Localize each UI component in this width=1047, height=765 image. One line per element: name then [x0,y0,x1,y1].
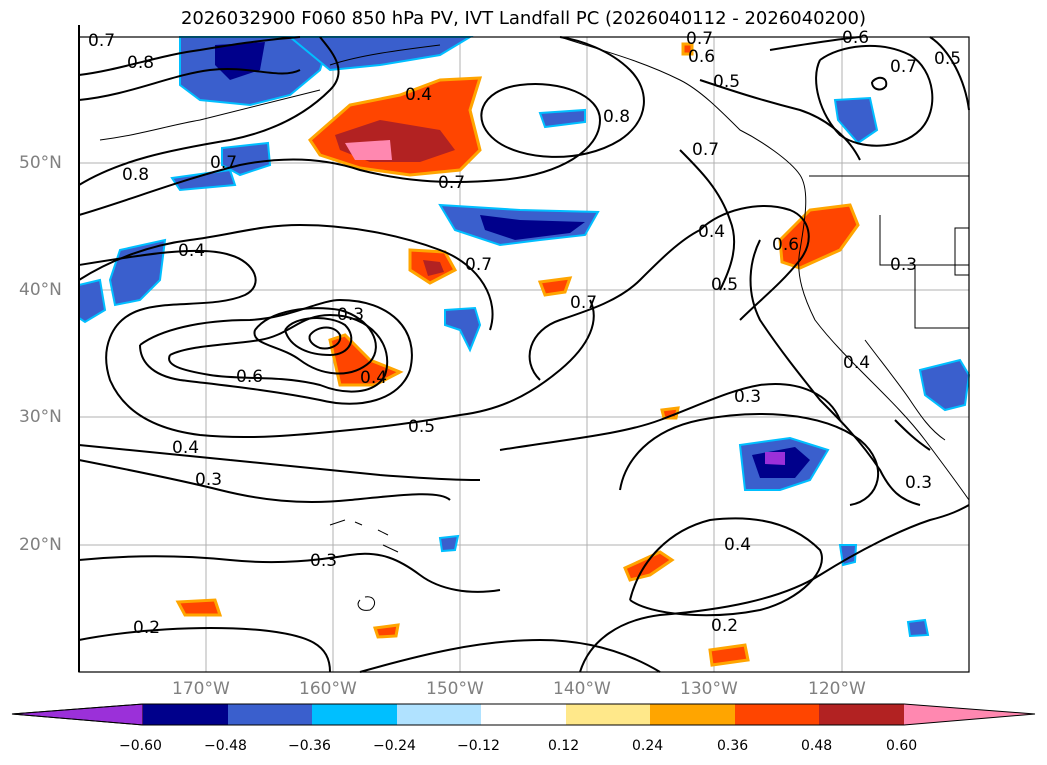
colorbar-tick-label: −0.48 [204,738,247,754]
colorbar-tick-label: −0.60 [119,738,162,754]
contour-label: 0.7 [890,57,917,77]
colorbar-tick-label: 0.36 [717,738,749,754]
contour-label: 0.4 [698,222,725,242]
colorbar-swatch [312,704,397,725]
colorbar-extend-low [11,703,144,726]
contour-label: 0.4 [360,368,387,388]
colorbar-tick-label: 0.48 [801,738,833,754]
lat-label-50n: 50°N [19,153,62,173]
contour-label: 0.3 [195,470,222,490]
colorbar-tick-label: −0.24 [373,738,416,754]
contour-label: 0.6 [688,47,715,67]
contour-label: 0.5 [934,49,961,69]
coastlines [99,36,970,611]
lon-label-170w: 170°W [172,679,230,699]
contour-label: 0.3 [310,551,337,571]
colorbar-swatch [143,704,228,725]
contours [78,25,970,673]
contour-label: 0.4 [843,353,870,373]
lat-label-20n: 20°N [19,535,62,555]
contour-label: 0.2 [133,618,160,638]
contour-label: 0.5 [408,417,435,437]
colorbar-tick-label: −0.12 [457,738,500,754]
contour-label: 0.7 [686,29,713,49]
contour-label: 0.3 [337,305,364,325]
lon-label-160w: 160°W [299,679,357,699]
colorbar-tick-label: −0.36 [288,738,331,754]
colorbar-swatch [228,704,312,725]
contour-label: 0.8 [127,53,154,73]
gridlines [79,37,969,672]
colorbar [11,703,1036,726]
contour-label: 0.7 [210,153,237,173]
colorbar-tick-label: 0.12 [548,738,580,754]
lat-label-40n: 40°N [19,280,62,300]
contour-label: 0.5 [711,275,738,295]
contour-label: 0.8 [122,165,149,185]
contour-label: 0.4 [172,438,199,458]
contour-label: 0.7 [88,31,115,51]
map-title: 2026032900 F060 850 hPa PV, IVT Landfall… [180,8,867,29]
colorbar-tick-label: 0.24 [632,738,664,754]
map-frame [78,36,970,673]
lon-label-130w: 130°W [680,679,738,699]
contour-label: 0.5 [713,72,740,92]
colorbar-swatch [397,704,481,725]
contour-label: 0.2 [711,616,738,636]
lat-label-30n: 30°N [19,407,62,427]
contour-label: 0.4 [178,241,205,261]
colorbar-extend-high [904,704,1035,725]
colorbar-swatch [566,704,650,725]
contour-label: 0.4 [405,85,432,105]
contour-label: 0.3 [890,255,917,275]
contour-label: 0.7 [692,140,719,160]
colorbar-swatch [819,704,904,725]
shaded-features [78,36,971,667]
contour-label: 0.8 [603,107,630,127]
contour-label: 0.7 [570,293,597,313]
contour-label: 0.7 [465,255,492,275]
contour-label: 0.4 [724,535,751,555]
contour-label: 0.3 [734,387,761,407]
colorbar-swatch [650,704,735,725]
colorbar-swatch [735,704,819,725]
contour-label: 0.6 [842,28,869,48]
contour-labels: 0.7 0.8 0.8 0.7 0.4 0.8 0.7 0.6 0.5 0.6 … [88,28,961,638]
lon-label-150w: 150°W [426,679,484,699]
colorbar-swatch [481,704,566,725]
lon-label-120w: 120°W [808,679,866,699]
contour-label: 0.6 [772,235,799,255]
colorbar-tick-label: 0.60 [886,738,918,754]
lon-label-140w: 140°W [553,679,611,699]
contour-label: 0.7 [438,173,465,193]
contour-label: 0.3 [905,473,932,493]
contour-label: 0.6 [236,367,263,387]
